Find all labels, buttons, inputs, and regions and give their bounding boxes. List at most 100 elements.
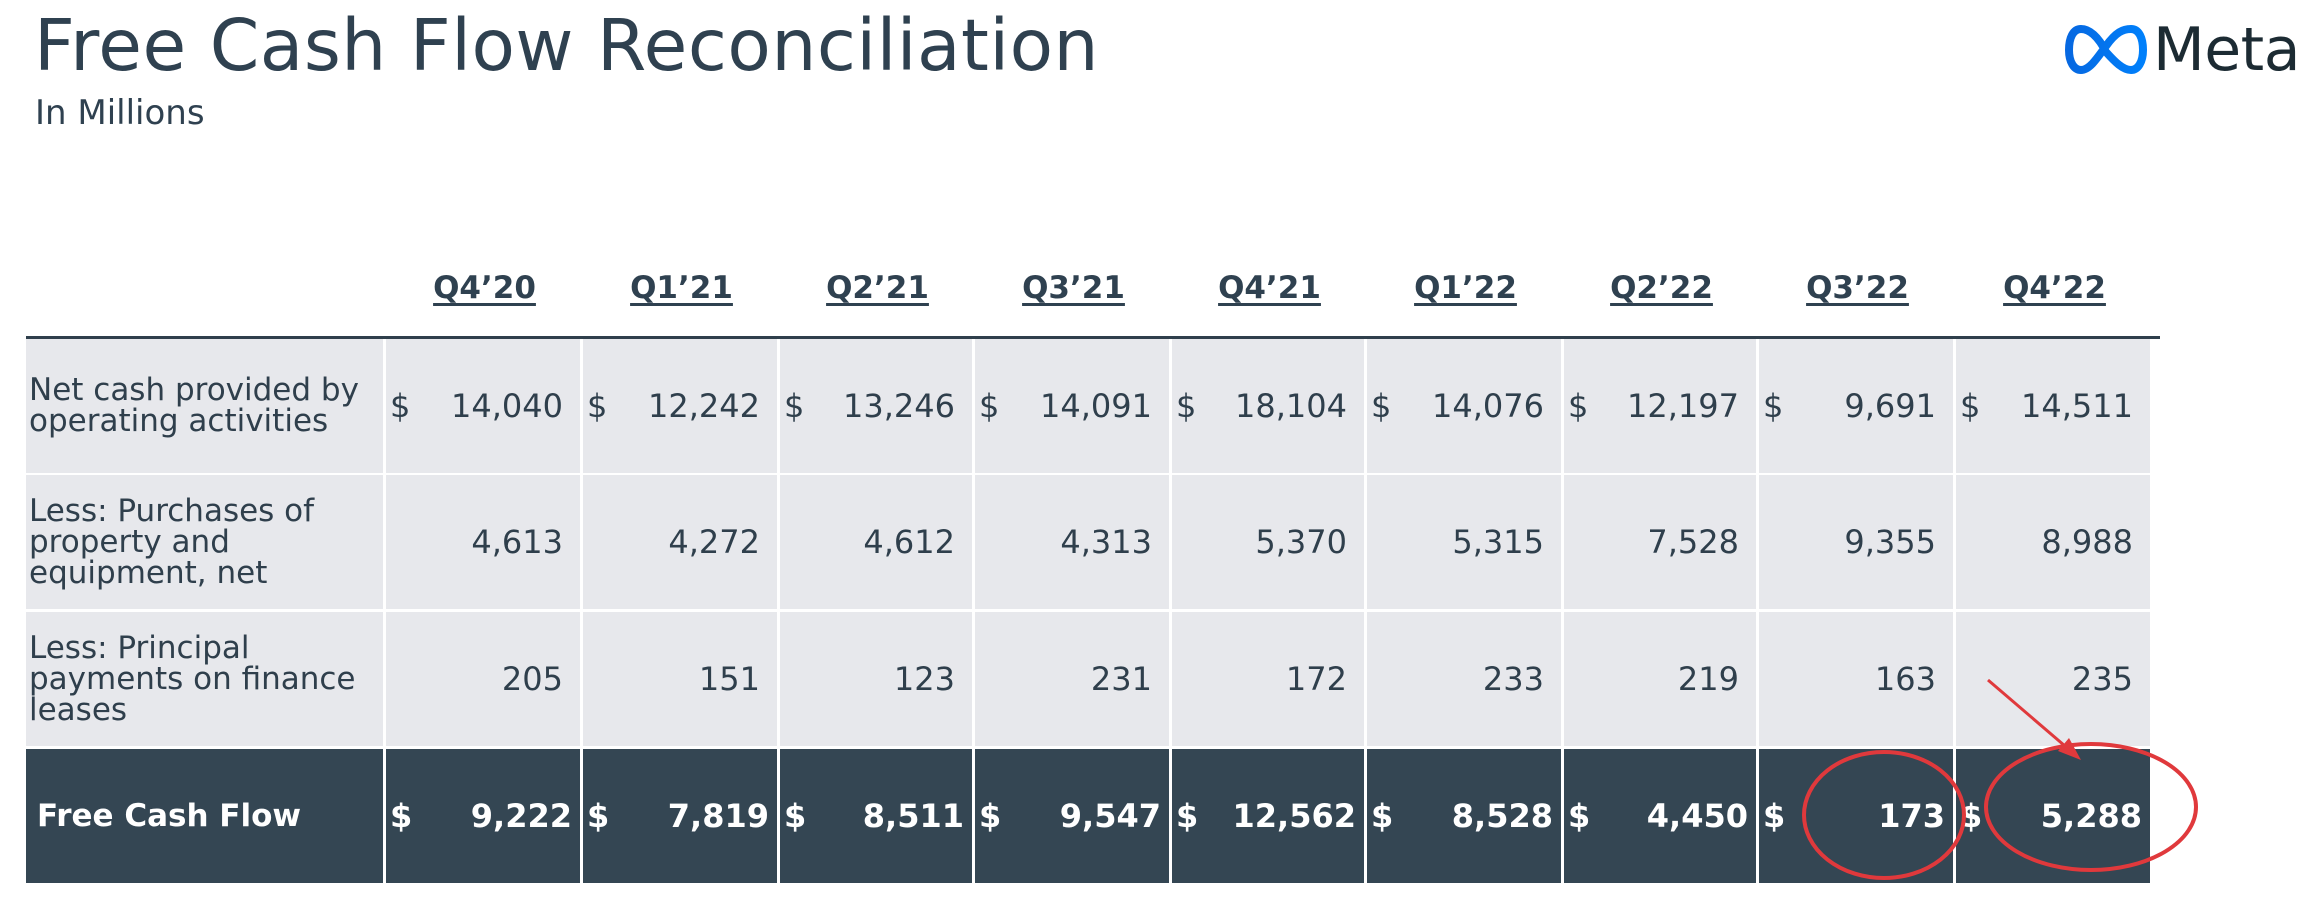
value-cell-q3-22: $173 [1759, 749, 1953, 883]
annotation-circle-q3-22 [1802, 750, 1966, 880]
value-cell-q1-21: $12,242 [583, 339, 777, 473]
currency-symbol: $ [587, 387, 608, 425]
value-cell-q3-21: 231 [975, 612, 1169, 746]
row-label-cell: Net cash provided by operating activities [26, 339, 383, 473]
value-cell-q1-21: 151 [583, 612, 777, 746]
currency-symbol: $ [1371, 797, 1394, 835]
cell-value: 7,819 [667, 797, 769, 835]
column-header-q4-20: Q4’20 [433, 270, 536, 306]
row-label-line: operating activities [29, 403, 329, 439]
value-cell-q3-22: 163 [1759, 612, 1953, 746]
value-cell-q1-22: 5,315 [1367, 475, 1561, 609]
cell-value: 14,040 [451, 387, 563, 425]
currency-symbol: $ [1960, 387, 1981, 425]
cell-value: 7,528 [1647, 523, 1739, 561]
cell-value: 4,450 [1646, 797, 1748, 835]
cell-value: 123 [893, 660, 955, 698]
value-cell-q3-21: $14,091 [975, 339, 1169, 473]
row-label: Net cash provided by operating activities [29, 375, 359, 437]
currency-symbol: $ [390, 387, 411, 425]
column-header-q1-22: Q1’22 [1414, 270, 1517, 306]
row-label: Less: Principal payments on finance leases [29, 633, 356, 726]
cell-value: 8,511 [862, 797, 964, 835]
value-cell-q3-22: $9,691 [1759, 339, 1953, 473]
value-cell-q2-21: 4,612 [780, 475, 972, 609]
currency-symbol: $ [1763, 797, 1786, 835]
cell-value: 12,242 [648, 387, 760, 425]
table-row: Net cash provided by operating activities… [26, 339, 2160, 473]
cell-value: 4,613 [471, 523, 563, 561]
value-cell-q4-22: $14,511 [1956, 339, 2150, 473]
row-label-line: payments on finance [29, 661, 356, 697]
meta-logo: Meta [2065, 18, 2300, 82]
cell-value: 219 [1677, 660, 1739, 698]
currency-symbol: $ [390, 797, 413, 835]
value-cell-q3-22: 9,355 [1759, 475, 1953, 609]
value-cell-q4-22: 235 [1956, 612, 2150, 746]
page-title: Free Cash Flow Reconciliation [34, 4, 1100, 87]
value-cell-q4-20: $14,040 [386, 339, 580, 473]
row-label-line: leases [29, 692, 128, 728]
cell-value: 5,288 [2040, 797, 2142, 835]
table-row: Less: Principal payments on finance leases… [26, 612, 2160, 746]
value-cell-q1-22: $14,076 [1367, 339, 1561, 473]
cell-value: 4,612 [863, 523, 955, 561]
cell-value: 233 [1482, 660, 1544, 698]
row-label-line: Net cash provided by [29, 372, 359, 408]
currency-symbol: $ [979, 387, 1000, 425]
page-subtitle: In Millions [35, 93, 205, 133]
value-cell-q4-21: $12,562 [1172, 749, 1364, 883]
column-header-q1-21: Q1’21 [630, 270, 733, 306]
column-header-q3-21: Q3’21 [1022, 270, 1125, 306]
table-top-rule [26, 336, 2160, 339]
currency-symbol: $ [784, 387, 805, 425]
currency-symbol: $ [979, 797, 1002, 835]
row-label-line: Free Cash Flow [37, 798, 302, 834]
meta-wordmark: Meta [2153, 15, 2300, 85]
cell-value: 231 [1090, 660, 1152, 698]
cell-value: 172 [1285, 660, 1347, 698]
cell-value: 235 [2071, 660, 2133, 698]
cell-value: 14,511 [2021, 387, 2133, 425]
cell-value: 5,315 [1452, 523, 1544, 561]
value-cell-q2-22: $4,450 [1564, 749, 1756, 883]
cell-value: 14,076 [1432, 387, 1544, 425]
cell-value: 9,547 [1059, 797, 1161, 835]
currency-symbol: $ [1960, 797, 1983, 835]
cell-value: 8,988 [2041, 523, 2133, 561]
cell-value: 12,197 [1627, 387, 1739, 425]
value-cell-q3-21: $9,547 [975, 749, 1169, 883]
value-cell-q2-22: $12,197 [1564, 339, 1756, 473]
annotation-circle-q4-22 [1984, 742, 2198, 872]
table-row: Free Cash Flow $9,222 $7,819 $8,511 $9,547 $1… [26, 749, 2160, 883]
value-cell-q4-20: 205 [386, 612, 580, 746]
row-label-cell: Less: Principal payments on finance leases [26, 612, 383, 746]
column-header-q4-21: Q4’21 [1218, 270, 1321, 306]
row-label-cell: Less: Purchases of property and equipment,… [26, 475, 383, 609]
currency-symbol: $ [1568, 387, 1589, 425]
currency-symbol: $ [1176, 387, 1197, 425]
value-cell-q4-21: 5,370 [1172, 475, 1364, 609]
cell-value: 12,562 [1232, 797, 1356, 835]
annotation-arrow-head [2058, 738, 2081, 760]
value-cell-q2-21: 123 [780, 612, 972, 746]
value-cell-q4-21: 172 [1172, 612, 1364, 746]
currency-symbol: $ [1176, 797, 1199, 835]
currency-symbol: $ [1568, 797, 1591, 835]
cell-value: 14,091 [1040, 387, 1152, 425]
row-label-line: equipment, net [29, 555, 268, 591]
cell-value: 13,246 [843, 387, 955, 425]
cell-value: 8,528 [1451, 797, 1553, 835]
cell-value: 18,104 [1235, 387, 1347, 425]
value-cell-q2-22: 219 [1564, 612, 1756, 746]
row-label: Free Cash Flow [37, 801, 301, 832]
cell-value: 9,691 [1844, 387, 1936, 425]
cell-value: 151 [698, 660, 760, 698]
row-label-cell: Free Cash Flow [26, 749, 383, 883]
cell-value: 5,370 [1255, 523, 1347, 561]
value-cell-q2-21: $13,246 [780, 339, 972, 473]
value-cell-q2-21: $8,511 [780, 749, 972, 883]
cell-value: 173 [1878, 797, 1945, 835]
row-label-line: Less: Purchases of [29, 493, 315, 529]
